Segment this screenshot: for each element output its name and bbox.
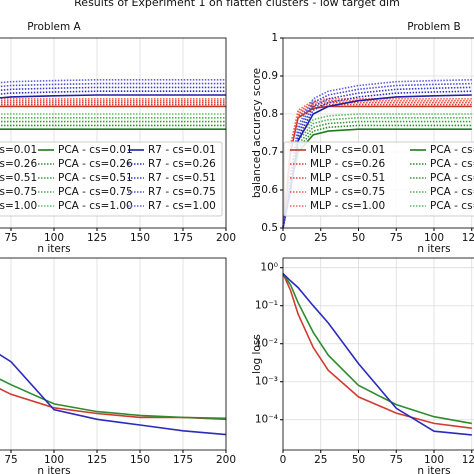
line-series bbox=[282, 273, 472, 425]
line-series bbox=[0, 79, 226, 84]
y-tick-label: 0.7 bbox=[261, 146, 278, 158]
legend-label: PCA - cs=0.26 bbox=[430, 158, 474, 170]
x-tick-label: 150 bbox=[130, 232, 150, 244]
x-tick-label: 25 bbox=[314, 454, 327, 466]
y-tick-label: 1 bbox=[271, 32, 278, 44]
legend-label: PCA - cs=1.00 bbox=[430, 200, 474, 212]
line-series bbox=[0, 86, 226, 92]
legend-label: MLP - cs=0.51 bbox=[310, 172, 385, 184]
legend-label: MLP - cs=0.75 bbox=[310, 186, 385, 198]
x-tick-label: 75 bbox=[4, 232, 17, 244]
line-series bbox=[282, 273, 472, 429]
x-tick-label: 0 bbox=[280, 454, 287, 466]
y-tick-label: 10⁻³ bbox=[255, 376, 278, 388]
x-tick-label: 125 bbox=[462, 454, 474, 466]
x-tick-label: 200 bbox=[216, 232, 236, 244]
legend-label: PCA - cs=0.75 bbox=[430, 186, 474, 198]
x-tick-label: 75 bbox=[4, 454, 17, 466]
legend-label: MLP - cs=0.51 bbox=[0, 172, 37, 184]
axes-frame bbox=[0, 257, 227, 451]
x-tick-label: 75 bbox=[390, 232, 403, 244]
line-series bbox=[282, 117, 472, 229]
x-tick-label: 25 bbox=[314, 232, 327, 244]
y-tick-label: 0.9 bbox=[261, 70, 278, 82]
x-axis-label: n iters bbox=[37, 465, 70, 474]
y-tick-label: 10⁻¹ bbox=[255, 300, 278, 312]
x-tick-label: 50 bbox=[352, 454, 365, 466]
x-tick-label: 175 bbox=[173, 454, 193, 466]
axes-frame bbox=[282, 37, 474, 229]
legend-label: PCA - cs=0.51 bbox=[58, 172, 133, 184]
legend-label: PCA - cs=0.01 bbox=[430, 144, 474, 156]
legend-label: MLP - cs=0.26 bbox=[0, 158, 37, 170]
x-axis-label: n iters bbox=[417, 243, 450, 255]
x-tick-label: 75 bbox=[390, 454, 403, 466]
legend-label: MLP - cs=0.75 bbox=[0, 186, 37, 198]
legend-label: R7 - cs=0.01 bbox=[148, 144, 216, 156]
legend-label: PCA - cs=0.75 bbox=[58, 186, 133, 198]
panel-title: Problem A bbox=[27, 21, 81, 33]
legend-label: PCA - cs=0.26 bbox=[58, 158, 133, 170]
x-tick-label: 125 bbox=[87, 454, 107, 466]
figure-title: Results of Experiment 1 on flatten clust… bbox=[74, 0, 400, 9]
x-tick-label: 50 bbox=[352, 232, 365, 244]
line-series bbox=[0, 90, 226, 95]
y-tick-label: 0.5 bbox=[261, 222, 278, 234]
legend-label: R7 - cs=1.00 bbox=[148, 200, 216, 212]
legend-label: MLP - cs=0.01 bbox=[0, 144, 37, 156]
line-series bbox=[0, 353, 227, 436]
line-series bbox=[0, 378, 227, 420]
legend-label: MLP - cs=0.26 bbox=[310, 158, 385, 170]
x-tick-label: 100 bbox=[44, 232, 64, 244]
x-tick-label: 125 bbox=[462, 232, 474, 244]
y-tick-label: 0.6 bbox=[261, 184, 278, 196]
line-series bbox=[282, 120, 472, 229]
line-series bbox=[282, 86, 472, 229]
y-axis-label: balanced accuracy score bbox=[251, 68, 263, 198]
x-tick-label: 100 bbox=[44, 454, 64, 466]
x-tick-label: 175 bbox=[173, 232, 193, 244]
legend-label: MLP - cs=1.00 bbox=[310, 200, 385, 212]
legend-label: R7 - cs=0.75 bbox=[148, 186, 216, 198]
legend-label: PCA - cs=0.01 bbox=[58, 144, 133, 156]
y-tick-label: 0.8 bbox=[261, 108, 278, 120]
line-series bbox=[282, 273, 472, 436]
axes-frame bbox=[282, 257, 474, 451]
legend-label: R7 - cs=0.26 bbox=[148, 158, 216, 170]
legend-label: R7 - cs=0.51 bbox=[148, 172, 216, 184]
line-series bbox=[282, 101, 472, 229]
x-tick-label: 150 bbox=[130, 454, 150, 466]
x-axis-label: n iters bbox=[417, 465, 450, 474]
x-tick-label: 100 bbox=[424, 454, 444, 466]
line-series bbox=[0, 82, 226, 88]
legend-box bbox=[283, 141, 474, 217]
line-series bbox=[0, 94, 226, 99]
legend-label: MLP - cs=1.00 bbox=[0, 200, 37, 212]
x-tick-label: 0 bbox=[280, 232, 287, 244]
axes-frame bbox=[0, 37, 227, 229]
x-tick-label: 200 bbox=[216, 454, 236, 466]
legend-label: PCA - cs=0.51 bbox=[430, 172, 474, 184]
legend-box bbox=[0, 141, 223, 217]
legend-label: PCA - cs=1.00 bbox=[58, 200, 133, 212]
y-tick-label: 10⁻² bbox=[255, 338, 278, 350]
x-axis-label: n iters bbox=[37, 243, 70, 255]
y-tick-label: 10⁰ bbox=[260, 262, 278, 274]
x-tick-label: 100 bbox=[424, 232, 444, 244]
y-axis-label: log loss bbox=[251, 334, 263, 374]
y-tick-label: 10⁻⁴ bbox=[255, 414, 278, 426]
legend-label: MLP - cs=0.01 bbox=[310, 144, 385, 156]
x-tick-label: 125 bbox=[87, 232, 107, 244]
panel-title: Problem B bbox=[407, 21, 460, 33]
